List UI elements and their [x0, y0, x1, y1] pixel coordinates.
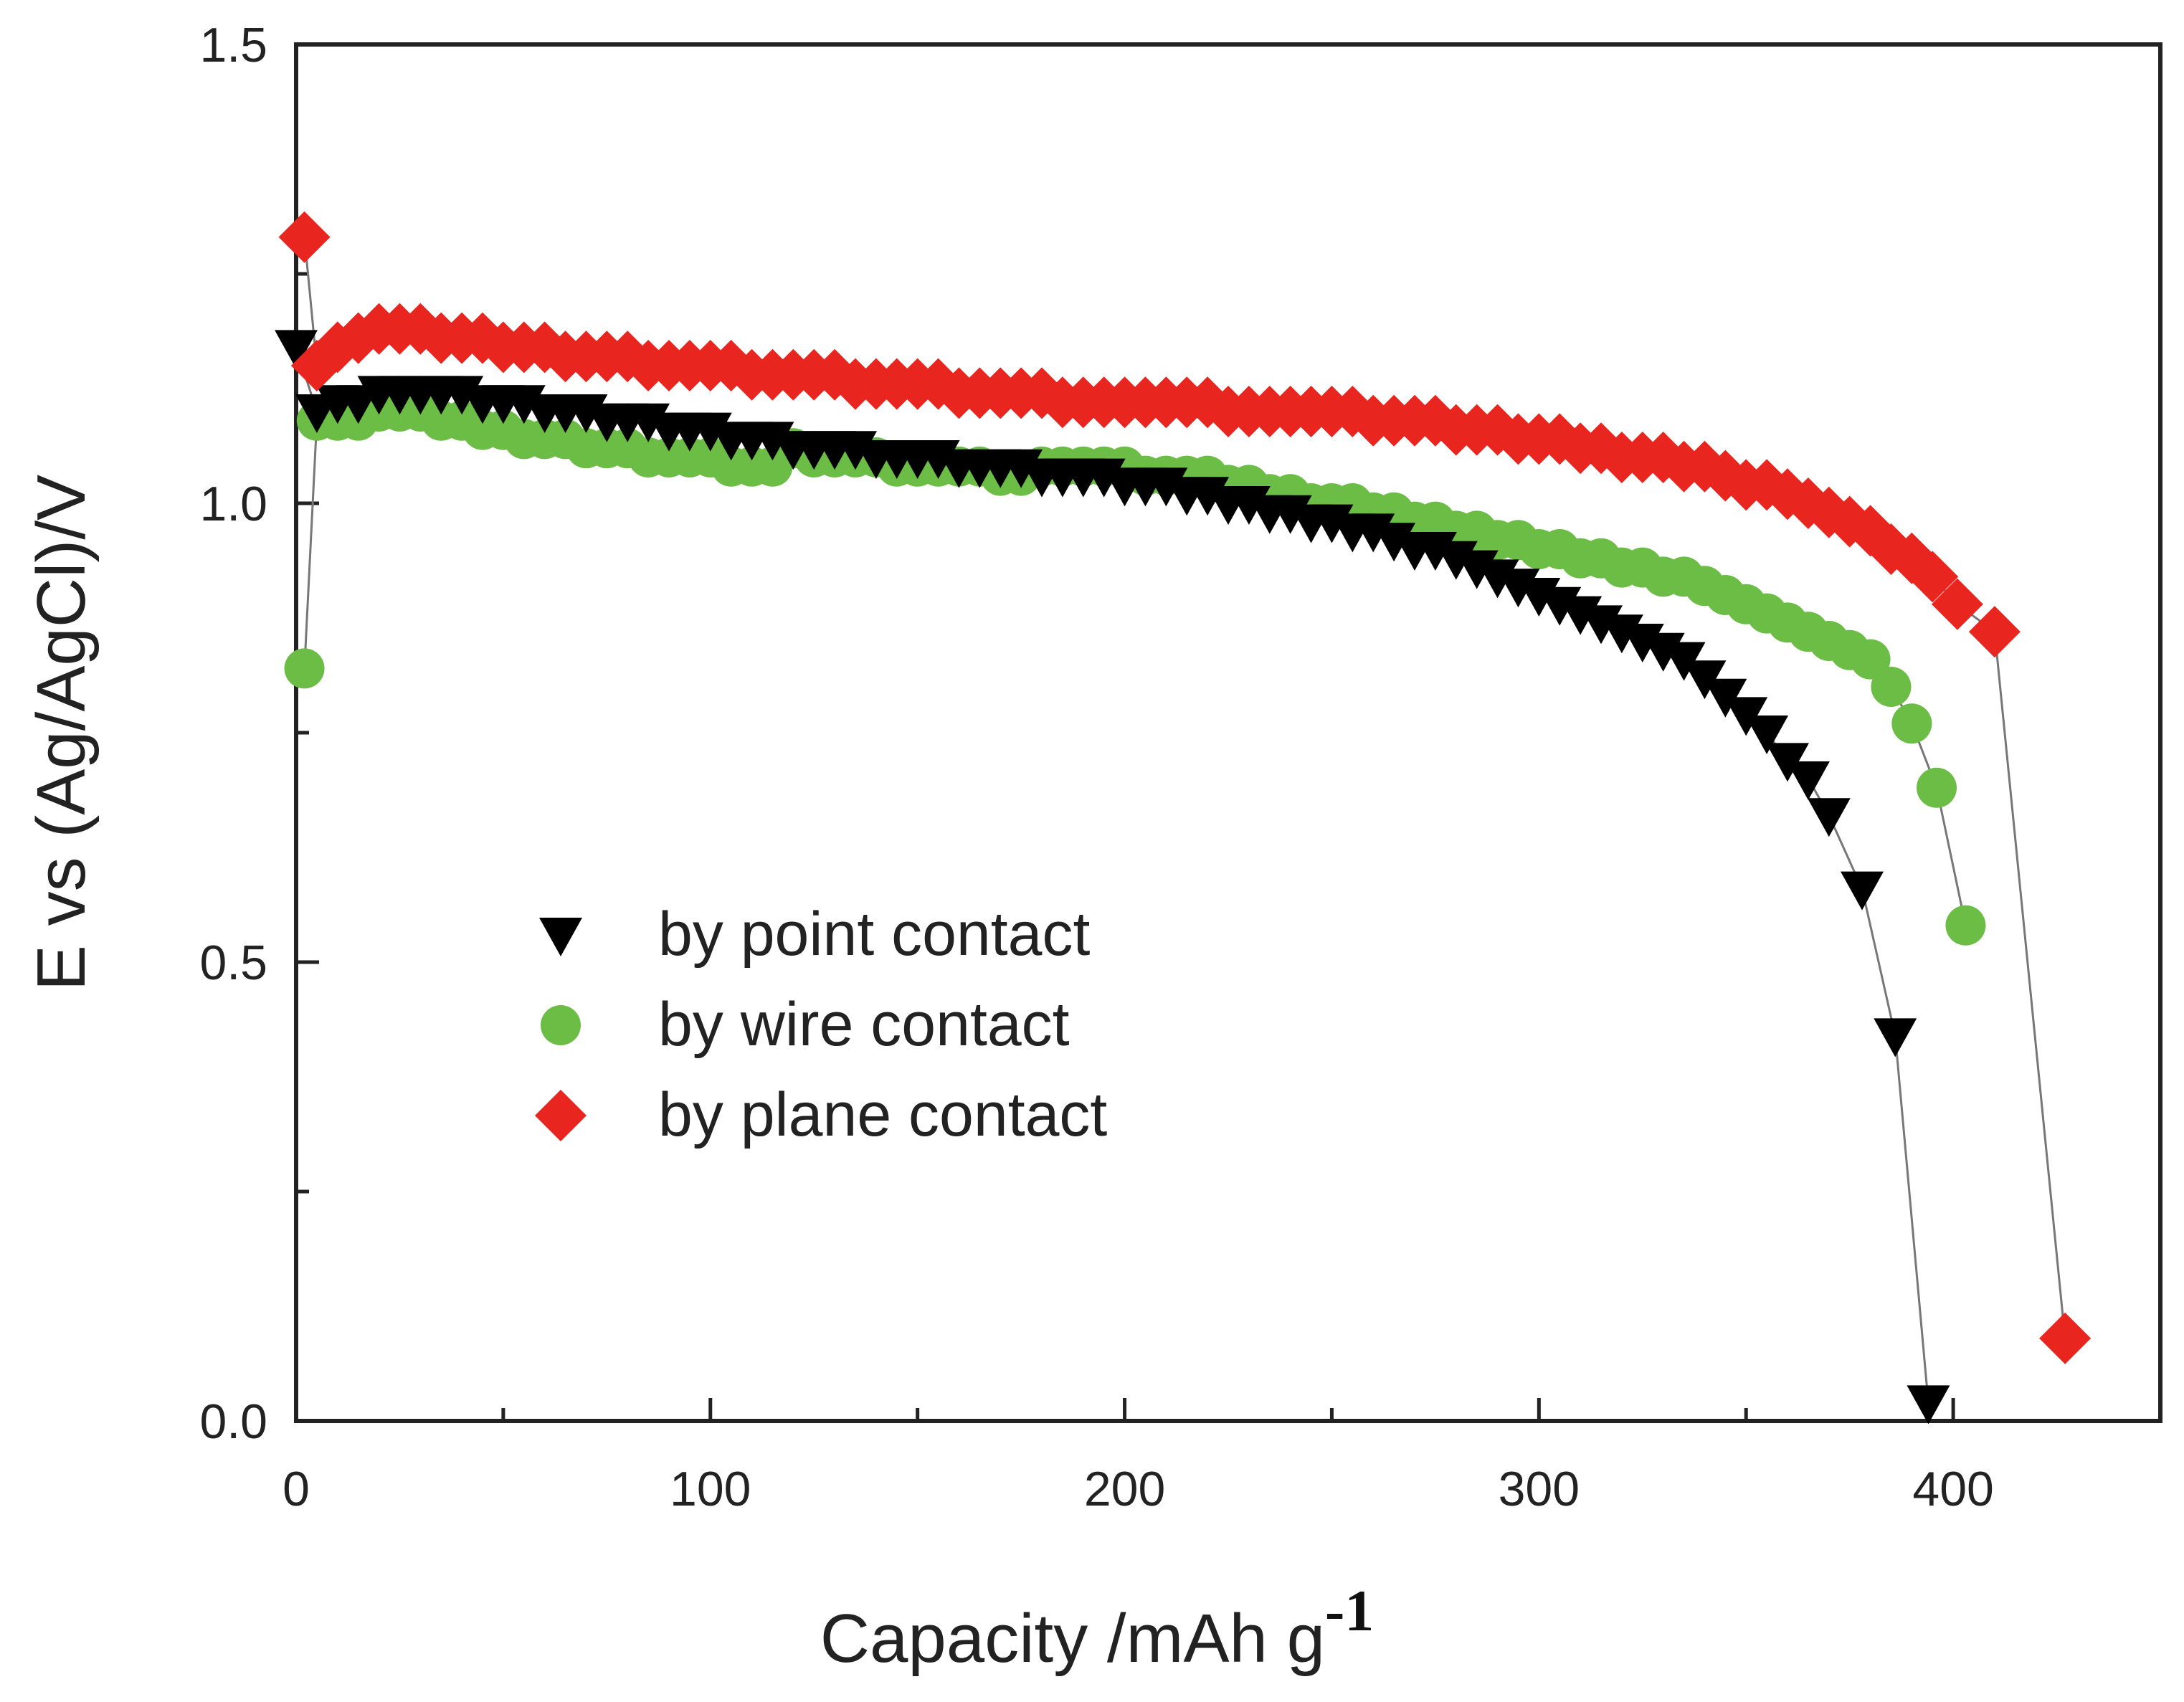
- data-point-diamond: [278, 211, 331, 263]
- legend-marker-circle: [541, 1005, 581, 1045]
- legend-label-wire: by wire contact: [658, 990, 1070, 1059]
- data-point-diamond: [1907, 551, 1959, 603]
- data-point-diamond: [1931, 578, 1983, 630]
- data-point-triangle-down: [1841, 871, 1884, 911]
- legend-marker-triangle-down: [539, 918, 582, 956]
- data-point-triangle-down: [1807, 798, 1851, 837]
- data-point-diamond: [1968, 606, 2021, 658]
- x-axis-title-main: Capacity /mAh g: [820, 1600, 1325, 1677]
- data-point-triangle-down: [1745, 715, 1789, 754]
- legend-marker-diamond: [535, 1090, 587, 1141]
- data-point-circle: [1871, 667, 1912, 707]
- y-tick-label: 1.5: [199, 18, 267, 72]
- plot-area: [294, 42, 2162, 1423]
- data-point-circle: [1945, 905, 1986, 946]
- y-tick-label: 1.0: [199, 477, 267, 531]
- data-point-triangle-down: [1874, 1018, 1917, 1057]
- data-point-circle: [1891, 703, 1932, 744]
- legend-markers: [535, 918, 587, 1141]
- data-point-circle: [1850, 639, 1891, 680]
- x-axis-title: Capacity /mAh g-1: [820, 1578, 1375, 1677]
- x-tick-label: 300: [1499, 1462, 1580, 1516]
- x-tick-label: 200: [1084, 1462, 1165, 1516]
- data-point-circle: [1917, 767, 1957, 808]
- data-point-diamond: [518, 321, 571, 374]
- marks-layer: [275, 211, 2092, 1425]
- ticks-layer: 0 100 200 300 400 0.0 0.5 1.0 1.5: [199, 18, 1993, 1516]
- x-tick-label: 100: [670, 1462, 751, 1516]
- series-line-0: [295, 346, 1929, 1403]
- y-tick-label: 0.5: [199, 936, 267, 990]
- data-point-triangle-down: [275, 330, 318, 369]
- x-tick-label: 0: [283, 1462, 310, 1516]
- legend: by point contact by wire contact by plan…: [535, 900, 1107, 1149]
- x-tick-label: 400: [1912, 1462, 1993, 1516]
- data-point-triangle-down: [1786, 761, 1830, 800]
- y-tick-label: 0.0: [199, 1394, 267, 1449]
- x-axis-title-superscript: -1: [1325, 1578, 1374, 1643]
- y-axis-title: E vs (Ag/AgCl)/V: [23, 475, 100, 991]
- legend-label-point: by point contact: [658, 900, 1090, 969]
- data-point-diamond: [332, 312, 384, 364]
- data-point-circle: [284, 648, 325, 689]
- data-point-triangle-down: [1907, 1385, 1950, 1425]
- data-point-diamond: [2039, 1312, 2092, 1364]
- legend-label-plane: by plane contact: [658, 1080, 1107, 1149]
